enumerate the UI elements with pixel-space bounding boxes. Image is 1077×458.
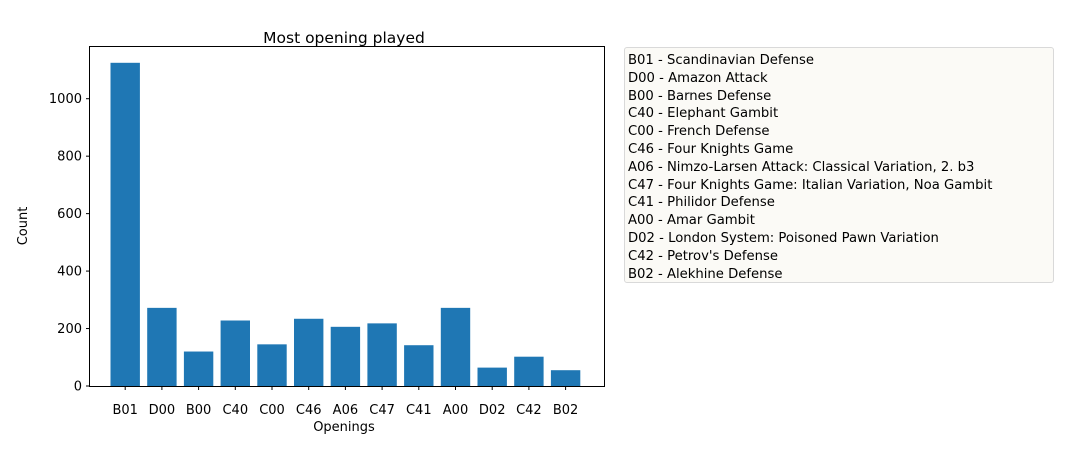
legend-item: B02 - Alekhine Defense xyxy=(628,266,783,282)
bar-a00 xyxy=(440,307,471,386)
legend-item: C47 - Four Knights Game: Italian Variati… xyxy=(628,177,993,193)
x-axis-label: Openings xyxy=(313,420,375,435)
x-tick-label: B00 xyxy=(186,403,211,418)
x-tick-label: B02 xyxy=(553,403,578,418)
y-tick-label: 0 xyxy=(74,380,82,395)
x-tick-label: A06 xyxy=(333,403,358,418)
bar-c41 xyxy=(404,345,434,386)
x-tick-label: D00 xyxy=(149,403,176,418)
bar-c42 xyxy=(514,356,544,386)
bar-b01 xyxy=(110,62,140,387)
x-axis-ticks: B01 D00 B00 C40 C00 C46 A06 C47 C41 A00 D02 C42 B02 xyxy=(112,386,578,418)
y-tick-label: 200 xyxy=(57,322,82,337)
bar-d00 xyxy=(147,307,177,386)
bar-c47 xyxy=(367,323,397,386)
x-tick-label: C00 xyxy=(259,403,285,418)
legend-item: A06 - Nimzo-Larsen Attack: Classical Var… xyxy=(628,159,975,175)
bar-d02 xyxy=(477,367,507,386)
legend-item: B00 - Barnes Defense xyxy=(628,88,772,104)
legend: B01 - Scandinavian Defense D00 - Amazon A… xyxy=(624,47,1054,283)
legend-item: C40 - Elephant Gambit xyxy=(628,106,779,122)
x-tick-label: D02 xyxy=(479,403,506,418)
x-tick-label: B01 xyxy=(112,403,137,418)
x-tick-label: C47 xyxy=(369,403,395,418)
legend-item: C00 - French Defense xyxy=(628,124,770,140)
x-tick-label: A00 xyxy=(443,403,468,418)
y-tick-label: 1000 xyxy=(49,92,82,107)
chart-title: Most opening played xyxy=(263,29,425,47)
y-tick-label: 800 xyxy=(57,150,82,165)
legend-item: D02 - London System: Poisoned Pawn Varia… xyxy=(628,230,939,246)
x-tick-label: C40 xyxy=(222,403,248,418)
y-axis-label: Count xyxy=(16,207,31,246)
legend-item: D00 - Amazon Attack xyxy=(628,70,768,86)
y-tick-label: 400 xyxy=(57,265,82,280)
bar-c40 xyxy=(220,320,250,386)
bar-c46 xyxy=(294,318,324,386)
plot-frame xyxy=(89,46,605,387)
legend-item: C42 - Petrov's Defense xyxy=(628,248,778,264)
y-tick-label: 600 xyxy=(57,207,82,222)
bar-c00 xyxy=(257,344,287,386)
y-axis-ticks: 0 200 400 600 800 1000 xyxy=(49,92,90,395)
bar-a06 xyxy=(330,326,361,386)
legend-item: B01 - Scandinavian Defense xyxy=(628,53,814,68)
bar-b00 xyxy=(183,351,214,386)
x-tick-label: C41 xyxy=(406,403,432,418)
bars-group xyxy=(110,62,581,387)
bar-b02 xyxy=(550,370,581,386)
legend-item: A00 - Amar Gambit xyxy=(628,213,755,229)
legend-item: C41 - Philidor Defense xyxy=(628,195,775,211)
x-tick-label: C42 xyxy=(516,403,542,418)
legend-item: C46 - Four Knights Game xyxy=(628,141,794,157)
x-tick-label: C46 xyxy=(296,403,322,418)
